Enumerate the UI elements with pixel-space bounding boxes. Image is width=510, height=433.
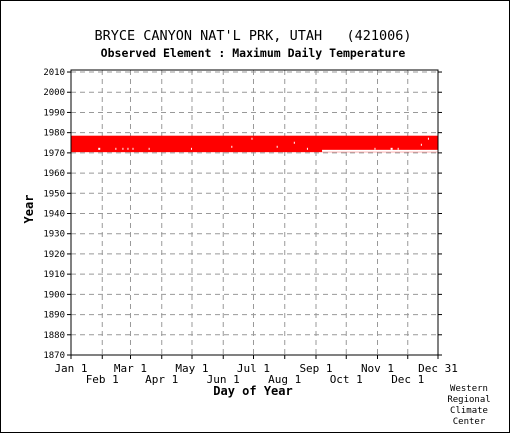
- y-tick-label: 1870: [43, 351, 65, 361]
- data-gap: [148, 147, 150, 150]
- wrcc-credit: Western Regional Climate Center: [443, 384, 495, 428]
- data-year-strip: [71, 147, 438, 151]
- x-tick-label: Dec 1: [391, 373, 424, 386]
- data-gap: [127, 147, 129, 150]
- data-gap: [390, 147, 393, 150]
- data-gap: [420, 143, 422, 146]
- data-gap: [397, 147, 399, 150]
- data-year-strip: [71, 149, 438, 153]
- x-tick-label: Jul 1: [237, 362, 270, 375]
- y-tick-label: 2000: [43, 88, 65, 98]
- data-gap: [251, 137, 253, 140]
- chart-title: BRYCE CANYON NAT'L PRK, UTAH (421006): [95, 28, 412, 44]
- grid-lines: [71, 70, 438, 355]
- y-tick-label: 1940: [43, 210, 65, 220]
- y-tick-label: 2010: [43, 68, 65, 78]
- data-gap: [132, 147, 134, 150]
- y-tick-label: 1900: [43, 290, 65, 300]
- chart-subtitle: Observed Element : Maximum Daily Tempera…: [101, 46, 406, 60]
- data-year-strip: [71, 145, 438, 149]
- y-tick-label: 1980: [43, 129, 65, 139]
- data-gap: [115, 147, 117, 150]
- credit-line: Western: [450, 384, 488, 394]
- y-tick-label: 1930: [43, 230, 65, 240]
- x-tick-label: Jan 1: [54, 362, 87, 375]
- data-year-strip: [71, 141, 438, 145]
- y-axis-label: Year: [22, 195, 36, 224]
- y-tick-label: 1910: [43, 270, 65, 280]
- credit-line: Regional: [447, 395, 491, 405]
- x-tick-label: Sep 1: [299, 362, 332, 375]
- y-tick-label: 1950: [43, 189, 65, 199]
- data-gap: [322, 149, 438, 152]
- data-marks: [71, 135, 438, 153]
- data-gap: [427, 137, 429, 140]
- plot-background: [71, 70, 438, 355]
- x-tick-label: Jun 1: [207, 373, 240, 386]
- x-tick-label: Dec 31: [418, 362, 458, 375]
- x-axis-label: Day of Year: [213, 384, 292, 398]
- data-gap: [374, 147, 376, 150]
- x-tick-label: Nov 1: [361, 362, 394, 375]
- x-tick-label: Aug 1: [268, 373, 301, 386]
- data-year-strip: [71, 137, 438, 141]
- axes: 2010 2000 1990 1980 1970 1960 1950 1940 1930 1920…: [43, 68, 458, 386]
- plot-border: [70, 69, 439, 356]
- data-gap: [98, 147, 101, 150]
- data-year-strip: [71, 143, 438, 147]
- data-gap: [231, 145, 233, 148]
- x-tick-label: May 1: [175, 362, 208, 375]
- data-gap: [122, 147, 124, 150]
- y-tick-label: 1880: [43, 331, 65, 341]
- y-tick-label: 1970: [43, 149, 65, 159]
- credit-line: Climate: [450, 406, 488, 416]
- data-gap: [276, 145, 278, 148]
- y-tick-label: 1890: [43, 311, 65, 321]
- data-year-strip: [71, 135, 438, 139]
- x-tick-label: Feb 1: [86, 373, 119, 386]
- data-year-strip: [71, 139, 438, 143]
- data-gap: [293, 141, 295, 144]
- data-gap: [190, 147, 192, 150]
- data-gap: [306, 147, 308, 150]
- x-tick-label: Mar 1: [114, 362, 147, 375]
- credit-line: Center: [452, 417, 486, 427]
- plot-area: [71, 70, 438, 355]
- y-tick-label: 1990: [43, 108, 65, 118]
- y-tick-label: 1920: [43, 250, 65, 260]
- y-tick-label: 1960: [43, 169, 65, 179]
- x-tick-label: Apr 1: [145, 373, 178, 386]
- x-tick-label: Oct 1: [330, 373, 363, 386]
